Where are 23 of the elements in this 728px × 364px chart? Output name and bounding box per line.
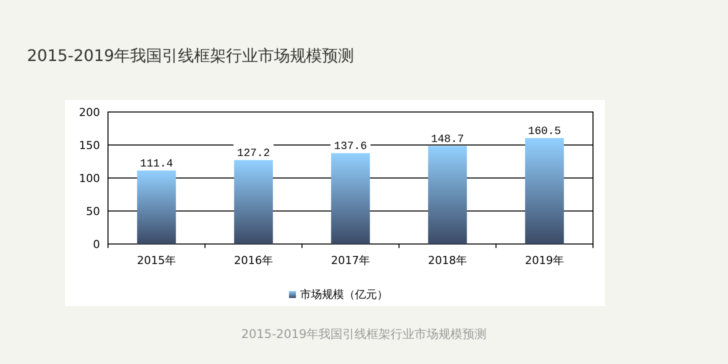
y-tick-label: 50	[86, 204, 100, 218]
x-tick-label: 2016年	[234, 254, 273, 267]
data-label: 148.7	[430, 134, 464, 146]
y-tick-label: 200	[79, 106, 100, 119]
data-label: 160.5	[528, 126, 562, 138]
y-tick-label: 150	[79, 138, 100, 152]
x-tick-label: 2017年	[331, 254, 370, 267]
chart-title: 2015-2019年我国引线框架行业市场规模预测	[27, 46, 354, 65]
legend-label: 市场规模（亿元）	[300, 288, 388, 301]
y-tick-label: 100	[79, 172, 100, 185]
bar	[331, 153, 370, 244]
data-label: 137.6	[334, 141, 368, 154]
y-tick-label: 0	[93, 238, 100, 251]
bar	[137, 170, 176, 244]
bar	[428, 146, 467, 244]
data-label: 111.4	[140, 158, 174, 170]
x-tick-label: 2015年	[137, 254, 176, 267]
bar	[234, 160, 273, 244]
data-label: 127.2	[236, 148, 270, 160]
text: 2015-2019年我国引线框架行业市场规模预测	[241, 327, 487, 341]
x-tick-label: 2018年	[428, 254, 467, 267]
bar	[525, 138, 564, 244]
x-tick-label: 2019年	[525, 254, 564, 267]
